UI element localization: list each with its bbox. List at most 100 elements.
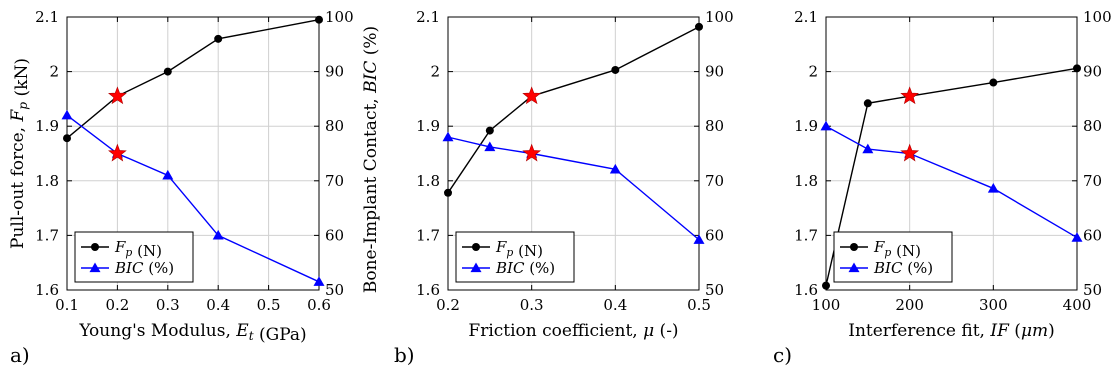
data-point-fp bbox=[611, 65, 620, 74]
data-point-fp bbox=[822, 281, 830, 290]
highlight-star bbox=[108, 86, 127, 105]
x-axis-label: Interference fit, IF (μm) bbox=[848, 321, 1055, 341]
data-point-fp bbox=[163, 67, 172, 76]
series-line-fp bbox=[66, 19, 320, 139]
data-point-bic bbox=[61, 109, 73, 120]
y-right-tick-label: 50 bbox=[705, 281, 724, 299]
panel-c: 100 200 300 400 1.6 1.7 1.8 1.9 2 2.1 50 60 70 80 90 10… bbox=[773, 8, 1112, 367]
y-right-tick-label: 90 bbox=[325, 63, 344, 81]
y-left-axis-label: Pull-out force, Fp (kN) bbox=[8, 58, 32, 249]
legend-marker-fp bbox=[850, 243, 858, 251]
legend-marker-fp bbox=[472, 243, 480, 251]
x-tick-label: 0.4 bbox=[206, 296, 230, 314]
panel-a: 0.1 0.2 0.3 0.4 0.5 0.6 1.6 1.7 1.8 1.9 2 2.1 50 60 70… bbox=[8, 8, 354, 367]
legend-marker-bic bbox=[470, 262, 482, 273]
data-point-bic bbox=[987, 182, 999, 193]
y-left-tick-label: 1.9 bbox=[35, 117, 59, 135]
plot-frame bbox=[66, 16, 320, 291]
data-point-bic bbox=[313, 276, 325, 286]
y-right-tick-label: 50 bbox=[325, 281, 344, 299]
y-left-tick-label: 1.8 bbox=[416, 172, 440, 190]
data-point-fp bbox=[485, 126, 494, 135]
x-tick-label: 0.2 bbox=[436, 296, 460, 314]
y-right-tick-label: 90 bbox=[1083, 63, 1102, 81]
data-point-bic bbox=[1071, 232, 1083, 242]
y-right-tick-label: 70 bbox=[705, 172, 724, 190]
data-point-bic bbox=[862, 143, 874, 154]
legend-box bbox=[455, 231, 575, 283]
series-line-fp bbox=[447, 26, 700, 194]
x-tick-label: 0.5 bbox=[257, 296, 281, 314]
x-tick-label: 0.3 bbox=[520, 296, 544, 314]
y-left-tick-label: 1.6 bbox=[416, 281, 440, 299]
plot-frame bbox=[447, 16, 700, 291]
highlight-star bbox=[900, 86, 920, 105]
y-left-tick-label: 1.8 bbox=[35, 172, 59, 190]
data-point-fp bbox=[863, 99, 872, 108]
y-left-tick-label: 1.8 bbox=[794, 172, 818, 190]
plot-frame bbox=[825, 16, 1078, 291]
y-right-tick-label: 100 bbox=[705, 8, 734, 26]
legend: Fp (N)BIC (%) bbox=[74, 231, 194, 283]
legend: Fp (N)BIC (%) bbox=[833, 231, 953, 283]
legend-label: BIC (%) bbox=[495, 259, 555, 277]
data-point-bic bbox=[442, 131, 454, 142]
x-axis-label: Young's Modulus, Et (GPa) bbox=[78, 321, 306, 345]
legend-label: BIC (%) bbox=[873, 259, 933, 277]
highlight-star bbox=[900, 143, 920, 162]
legend-box bbox=[74, 231, 194, 283]
panel-b: 0.2 0.3 0.4 0.5 1.6 1.7 1.8 1.9 2 2.1 50 60 70 80 90 10… bbox=[361, 8, 734, 367]
y-right-axis-label: Bone-Implant Contact, BIC (%) bbox=[361, 26, 381, 293]
legend-label: Fp (N) bbox=[114, 238, 162, 260]
data-point-bic bbox=[212, 229, 224, 240]
y-left-tick-label: 1.6 bbox=[35, 281, 59, 299]
data-point-fp bbox=[989, 78, 998, 87]
data-point-bic bbox=[609, 163, 621, 174]
data-point-bic bbox=[484, 141, 496, 152]
y-left-tick-label: 1.9 bbox=[416, 117, 440, 135]
y-right-tick-label: 100 bbox=[325, 8, 354, 26]
legend: Fp (N)BIC (%) bbox=[455, 231, 575, 283]
x-tick-label: 100 bbox=[812, 296, 841, 314]
series-line-bic bbox=[447, 136, 700, 241]
y-right-tick-label: 70 bbox=[1083, 172, 1102, 190]
x-tick-label: 0.1 bbox=[55, 296, 79, 314]
data-point-bic bbox=[693, 234, 705, 244]
data-point-bic bbox=[820, 120, 832, 131]
y-left-tick-label: 2.1 bbox=[794, 8, 818, 26]
data-point-fp bbox=[1073, 64, 1081, 73]
highlight-star bbox=[522, 86, 542, 105]
x-tick-label: 0.4 bbox=[603, 296, 627, 314]
y-right-tick-label: 50 bbox=[1083, 281, 1102, 299]
y-left-tick-label: 2 bbox=[808, 63, 818, 81]
x-tick-label: 0.2 bbox=[105, 296, 129, 314]
y-right-tick-label: 60 bbox=[325, 226, 344, 244]
panel-label: b) bbox=[394, 343, 415, 367]
x-tick-label: 400 bbox=[1063, 296, 1092, 314]
x-tick-label: 0.3 bbox=[156, 296, 180, 314]
data-point-bic bbox=[162, 169, 174, 180]
y-right-tick-label: 70 bbox=[325, 172, 344, 190]
legend-label: Fp (N) bbox=[495, 238, 543, 260]
legend-label: Fp (N) bbox=[873, 238, 921, 260]
legend-marker-bic bbox=[89, 262, 101, 273]
data-point-fp bbox=[444, 188, 452, 197]
legend-marker-bic bbox=[848, 262, 860, 273]
x-axis-label: Friction coefficient, μ (-) bbox=[468, 321, 678, 341]
data-point-fp bbox=[315, 15, 323, 24]
legend-label: BIC (%) bbox=[114, 259, 174, 277]
y-right-tick-label: 80 bbox=[325, 117, 344, 135]
panel-label: a) bbox=[10, 343, 30, 367]
y-right-tick-label: 100 bbox=[1083, 8, 1112, 26]
legend-box bbox=[833, 231, 953, 283]
highlight-star bbox=[522, 143, 542, 162]
y-left-tick-label: 2 bbox=[49, 63, 59, 81]
y-left-tick-label: 1.7 bbox=[794, 226, 818, 244]
y-left-tick-label: 1.6 bbox=[794, 281, 818, 299]
y-right-tick-label: 60 bbox=[1083, 226, 1102, 244]
panel-label: c) bbox=[773, 343, 792, 367]
y-right-tick-label: 60 bbox=[705, 226, 724, 244]
y-left-tick-label: 1.9 bbox=[794, 117, 818, 135]
